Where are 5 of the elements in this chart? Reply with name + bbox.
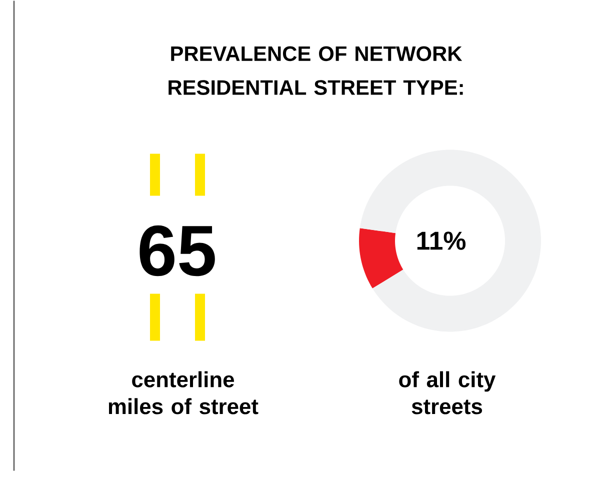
chart-title: PREVALENCE OF NETWORK RESIDENTIAL STREET TYPE: (168, 46, 463, 96)
text: centerline miles of street (108, 371, 258, 414)
text: of all city streets (399, 371, 496, 414)
data-label: 11% (417, 232, 466, 250)
text: 65 (140, 225, 215, 276)
